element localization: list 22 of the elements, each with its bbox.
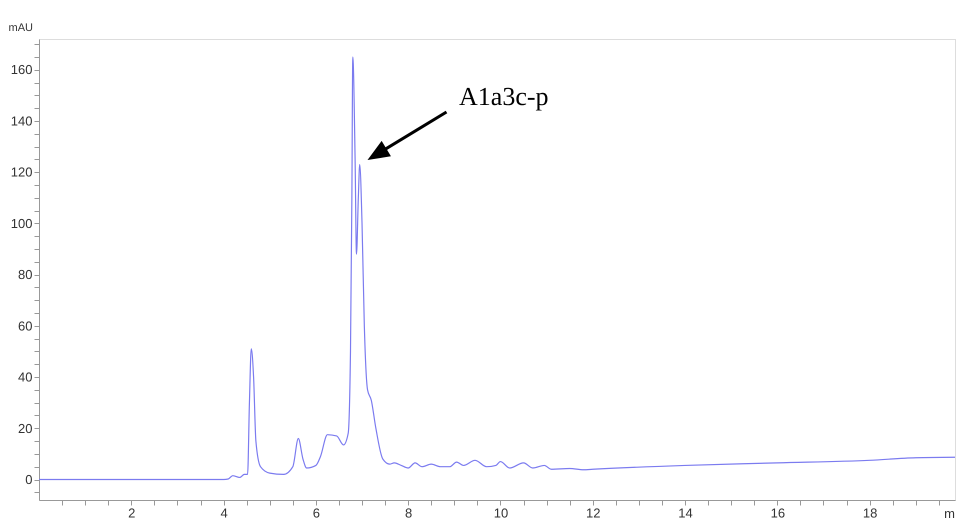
annotation: A1a3c-p xyxy=(459,82,549,111)
x-tick-label: 2 xyxy=(128,506,136,520)
y-tick-label: 160 xyxy=(10,62,32,78)
x-tick-label: 12 xyxy=(586,506,600,520)
x-tick-label: 8 xyxy=(405,506,412,520)
y-axis-title: mAU xyxy=(8,22,34,34)
y-tick-label: 80 xyxy=(18,267,32,282)
y-tick-label: 100 xyxy=(10,216,32,231)
x-tick-label: 4 xyxy=(220,506,228,520)
y-tick-label: 140 xyxy=(10,113,32,128)
x-tick-label: 14 xyxy=(678,506,693,520)
y-tick-label: 120 xyxy=(10,164,32,180)
line-series xyxy=(39,56,955,480)
x-tick-label: 18 xyxy=(862,506,878,520)
x-axis-title: m xyxy=(944,506,955,521)
x-tick-label: 6 xyxy=(312,506,320,520)
y-tick-label: 60 xyxy=(18,318,32,334)
y-tick-label: 40 xyxy=(18,370,32,385)
x-tick-label: 10 xyxy=(494,506,508,520)
y-tick-label: 20 xyxy=(18,420,32,436)
x-tick-label: 16 xyxy=(770,506,786,520)
y-tick-label: 0 xyxy=(25,472,32,488)
